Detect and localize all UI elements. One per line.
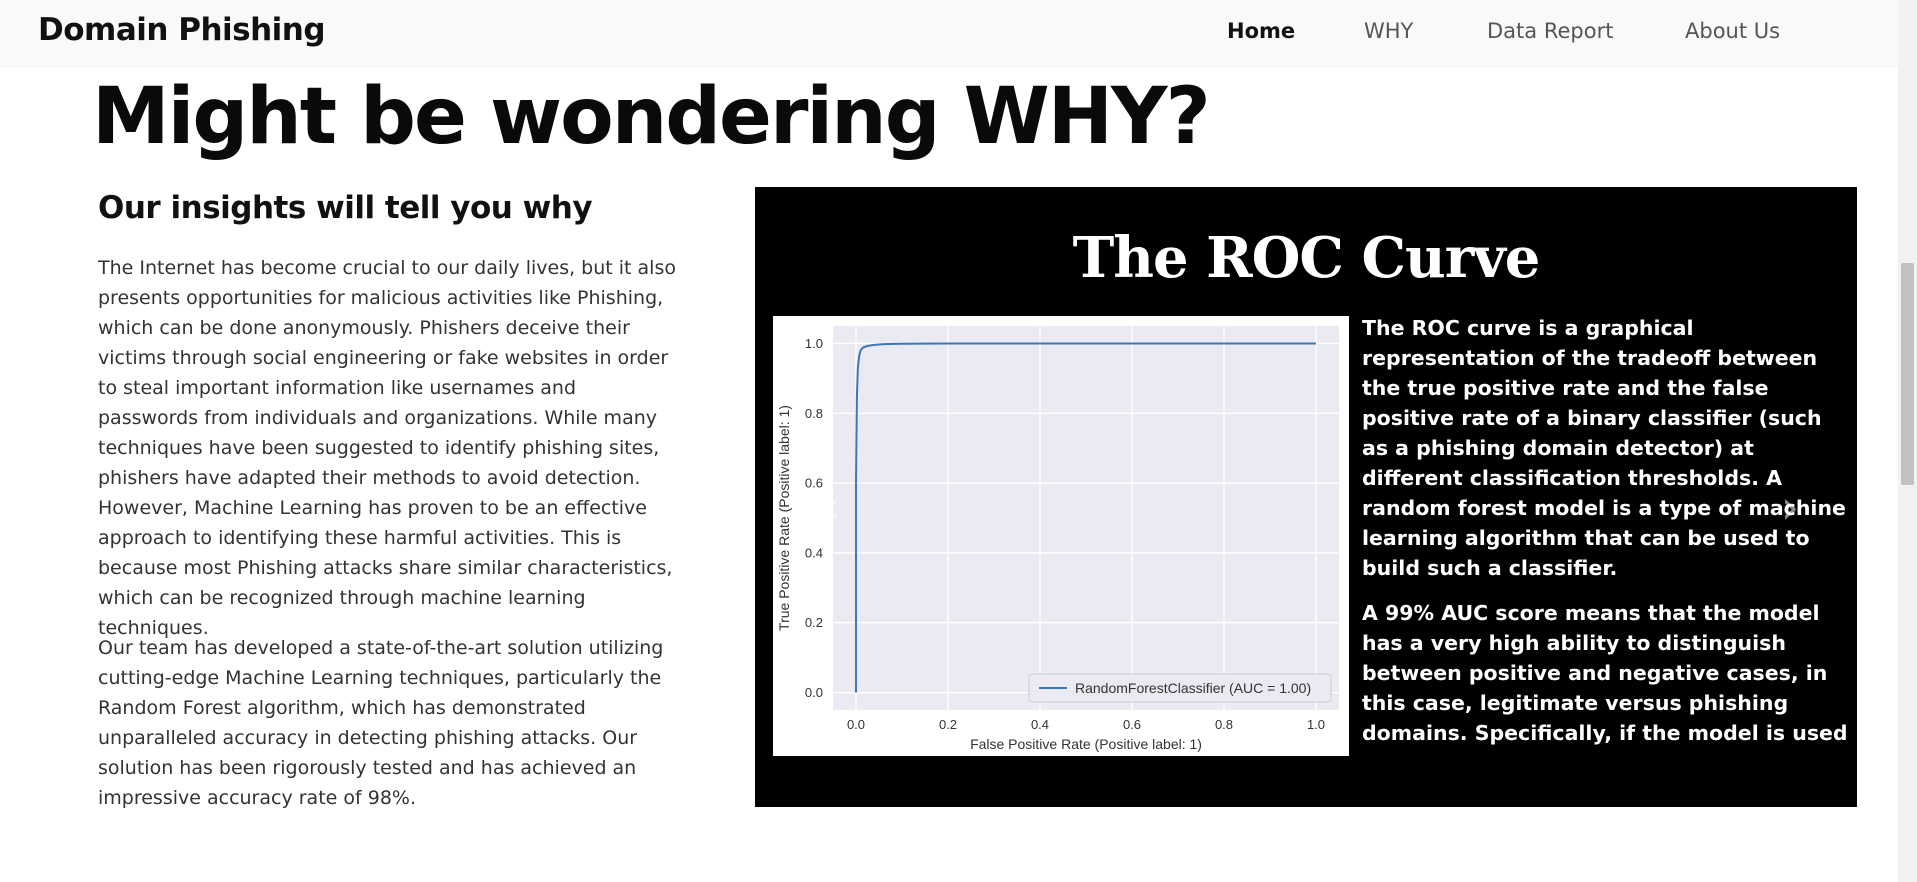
nav-link-why[interactable]: WHY [1364,19,1414,43]
chevron-right-icon[interactable]: › [1780,480,1800,534]
x-tick-label: 0.6 [1123,717,1141,732]
y-tick-label: 0.2 [805,615,823,630]
x-axis-label: False Positive Rate (Positive label: 1) [970,736,1202,752]
insights-paragraph-2: Our team has developed a state-of-the-ar… [98,637,664,809]
y-tick-labels: 0.0 0.2 0.4 0.6 0.8 1.0 [805,336,823,700]
x-tick-labels: 0.0 0.2 0.4 0.6 0.8 1.0 [847,717,1325,732]
navbar: Domain Phishing Home WHY Data Report Abo… [0,0,1898,68]
slide-description: The ROC curve is a graphical representat… [1362,313,1848,753]
scrollbar-thumb[interactable] [1901,263,1914,485]
slide-text-2: A 99% AUC score means that the model has… [1362,601,1848,753]
plot-area [833,326,1339,710]
x-tick-label: 0.8 [1215,717,1233,732]
roc-carousel: The ROC Curve 0.0 0.2 0.4 0.6 0.8 1.0 0.0 0.2 0… [755,187,1857,807]
roc-chart-svg: 0.0 0.2 0.4 0.6 0.8 1.0 0.0 0.2 0.4 0.6 0.8 1.0 Ra… [776,326,1339,752]
y-tick-label: 0.8 [805,406,823,421]
x-tick-label: 0.0 [847,717,865,732]
y-axis-label: True Positive Rate (Positive label: 1) [776,405,792,631]
page-title: Might be wondering WHY? [92,72,1211,162]
y-tick-label: 1.0 [805,336,823,351]
insights-heading: Our insights will tell you why [98,190,593,226]
nav-link-home[interactable]: Home [1227,19,1296,43]
nav-link-about-us[interactable]: About Us [1685,19,1781,43]
x-tick-label: 0.2 [939,717,957,732]
x-tick-label: 1.0 [1307,717,1325,732]
x-tick-label: 0.4 [1031,717,1049,732]
slide-text-1: The ROC curve is a graphical representat… [1362,316,1846,580]
y-tick-label: 0.4 [805,545,823,560]
chevron-left-icon[interactable]: ‹ [821,480,841,534]
legend-label: RandomForestClassifier (AUC = 1.00) [1075,680,1311,696]
roc-series-line [855,342,1316,693]
chart-legend: RandomForestClassifier (AUC = 1.00) [1028,673,1332,703]
y-tick-label: 0.6 [805,476,823,491]
nav-link-data-report[interactable]: Data Report [1487,19,1614,43]
slide-title: The ROC Curve [1072,225,1541,291]
brand-logo[interactable]: Domain Phishing [38,12,326,48]
page-scrollbar[interactable] [1898,0,1917,882]
roc-chart: 0.0 0.2 0.4 0.6 0.8 1.0 0.0 0.2 0.4 0.6 0.8 1.0 Ra… [773,316,1349,756]
legend-box [1028,673,1332,703]
y-tick-label: 0.0 [805,685,823,700]
insights-paragraph-1: The Internet has become crucial to our d… [98,257,676,639]
